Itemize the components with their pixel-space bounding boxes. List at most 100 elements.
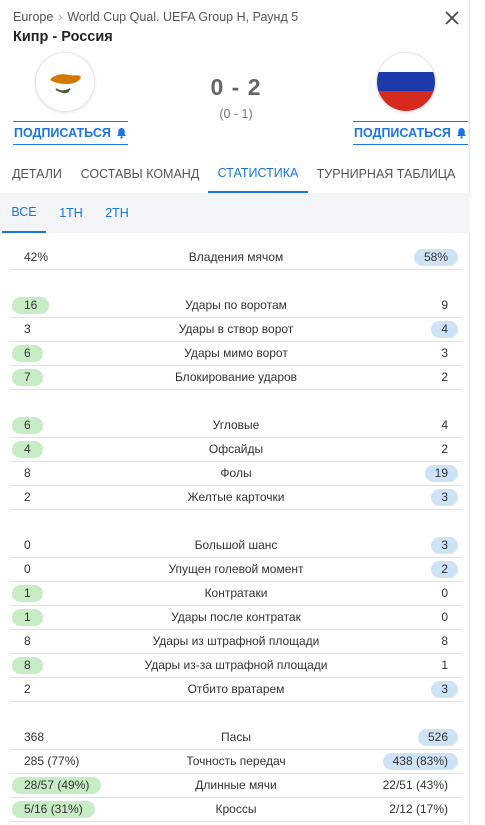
stat-name: Большой шанс [194,538,278,552]
home-team-flag-icon[interactable] [36,53,94,111]
close-icon[interactable] [443,9,461,27]
stat-name: Удары мимо ворот [184,346,288,360]
away-stat-value: 2/12 (17%) [389,802,448,816]
home-stat-value: 2 [24,682,31,696]
subtab-all[interactable]: ВСЕ [2,193,46,233]
stat-row: Удары из-за штрафной площади 8 1 [10,654,462,678]
stat-row: Кроссы 5/16 (31%) 2/12 (17%) [10,798,462,822]
home-stat-value: 285 (77%) [24,754,80,768]
home-stat-value: 2 [24,490,31,504]
tab-standings[interactable]: ТУРНИРНАЯ ТАБЛИЦА [316,167,456,181]
away-stat-value: 9 [441,298,448,312]
away-stat-value: 19 [424,465,458,482]
stat-name: Контратаки [204,586,268,600]
home-stat-value: 42% [24,250,49,264]
bell-icon [456,128,466,139]
home-stat-value: 1 [12,585,43,602]
stat-row: Отбито вратарем 2 3 [10,678,462,702]
stat-name: Удары в створ ворот [178,322,294,336]
stat-row: Пасы 368 526 [10,726,462,750]
stat-row: Блокирование ударов 7 2 [10,366,462,390]
stat-row: Офсайды 4 2 [10,438,462,462]
home-stat-value: 1 [12,609,43,626]
stat-name: Офсайды [208,442,264,456]
stat-name: Длинные мячи [195,778,277,792]
away-stat-value: 2 [441,442,448,456]
stat-row: Удары в створ ворот 3 4 [10,318,462,342]
away-stat-value: 58% [413,249,458,266]
stat-name: Точность передач [186,754,286,768]
subtab-first-half[interactable]: 1TH [59,206,83,220]
tab-lineups[interactable]: СОСТАВЫ КОМАНД [80,167,200,181]
away-stat-value: 2 [431,561,458,578]
stat-name: Упущен голевой момент [168,562,304,576]
home-stat-value: 0 [24,562,31,576]
stat-row: Фолы 8 19 [10,462,462,486]
chevron-right-icon: › [58,10,63,24]
away-stat-value: 0 [441,610,448,624]
home-stat-value: 8 [24,466,31,480]
stat-row: Удары из штрафной площади 8 8 [10,630,462,654]
stat-name: Удары по воротам [185,298,287,312]
tab-statistics[interactable]: СТАТИСТИКА [208,155,308,193]
stat-row: Точность передач 285 (77%) 438 (83%) [10,750,462,774]
stat-name: Фолы [220,466,252,480]
home-stat-value: 4 [12,441,43,458]
home-stat-value: 0 [24,538,31,552]
stat-name: Пасы [221,730,251,744]
match-title: Кипр - Россия [13,29,113,45]
bell-icon [116,128,126,139]
stat-row: Удары мимо ворот 6 3 [10,342,462,366]
halftime-score: (0 - 1) [219,107,253,121]
stat-name: Угловые [212,418,260,432]
breadcrumb-competition[interactable]: World Cup Qual. UEFA Group H, Раунд 5 [67,10,299,24]
subscribe-away-button[interactable]: ПОДПИСАТЬСЯ [353,121,468,145]
home-stat-value: 8 [12,657,43,674]
away-stat-value: 1 [441,658,448,672]
stat-row: Владения мячом 42% 58% [10,246,462,270]
away-stat-value: 4 [441,418,448,432]
home-stat-value: 8 [24,634,31,648]
stat-row: Упущен голевой момент 0 2 [10,558,462,582]
period-subtabs: ВСЕ 1TH 2TH [0,193,470,233]
stat-row: Удары после контратак 1 0 [10,606,462,630]
away-team-flag-icon[interactable] [377,53,435,111]
away-stat-value: 4 [431,321,458,338]
away-stat-value: 3 [431,489,458,506]
stat-row: Длинные мячи 28/57 (49%) 22/51 (43%) [10,774,462,798]
tab-details[interactable]: ДЕТАЛИ [12,167,62,181]
subscribe-home-button[interactable]: ПОДПИСАТЬСЯ [13,121,128,145]
breadcrumb-region[interactable]: Europe [13,10,54,24]
away-stat-value: 3 [431,681,458,698]
away-stat-value: 3 [431,537,458,554]
away-stat-value: 2 [441,370,448,384]
stat-row: Угловые 6 4 [10,414,462,438]
home-stat-value: 16 [12,297,50,314]
match-card: Europe › World Cup Qual. UEFA Group H, Р… [0,0,470,825]
home-stat-value: 28/57 (49%) [12,777,102,794]
stat-row: Контратаки 1 0 [10,582,462,606]
home-stat-value: 6 [12,345,43,362]
subscribe-label: ПОДПИСАТЬСЯ [14,126,111,140]
away-stat-value: 526 [417,729,458,746]
home-stat-value: 7 [12,369,43,386]
stat-name: Блокирование ударов [174,370,298,384]
stat-name: Удары из-за штрафной площади [144,658,328,672]
stat-name: Отбито вратарем [187,682,285,696]
away-stat-value: 0 [441,586,448,600]
away-stat-value: 8 [441,634,448,648]
home-stat-value: 6 [12,417,43,434]
match-score: 0 - 2 [210,74,262,100]
match-tabs: ДЕТАЛИ СОСТАВЫ КОМАНД СТАТИСТИКА ТУРНИРН… [0,155,470,193]
subtab-second-half[interactable]: 2TH [105,206,129,220]
stat-name: Владения мячом [188,250,284,264]
stat-name: Кроссы [215,802,257,816]
home-stat-value: 3 [24,322,31,336]
stat-name: Удары из штрафной площади [152,634,320,648]
stat-row: Желтые карточки 2 3 [10,486,462,510]
stat-row: Удары по воротам 16 9 [10,294,462,318]
stat-name: Удары после контратак [171,610,301,624]
away-stat-value: 22/51 (43%) [382,778,448,792]
subscribe-label: ПОДПИСАТЬСЯ [354,126,451,140]
stat-row: Большой шанс 0 3 [10,534,462,558]
